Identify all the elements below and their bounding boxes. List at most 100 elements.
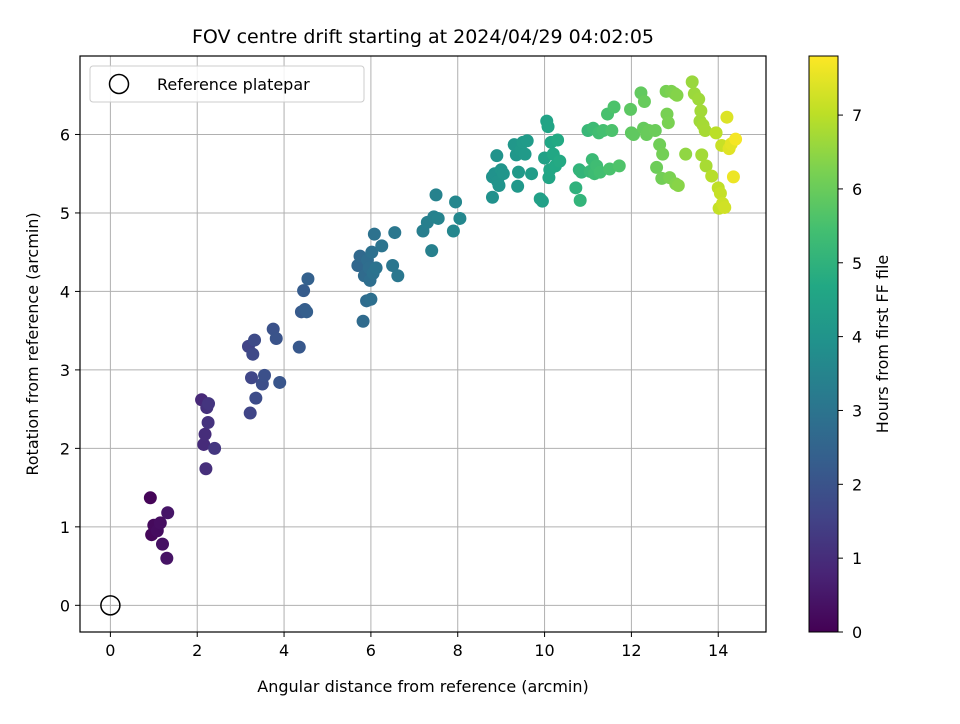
colorbar-tick-label: 3 xyxy=(852,401,862,420)
data-point xyxy=(520,134,534,148)
data-point xyxy=(679,147,693,161)
data-point xyxy=(692,92,706,106)
colorbar-tick-label: 2 xyxy=(852,475,862,494)
y-tick-label: 0 xyxy=(60,596,70,615)
data-point xyxy=(485,190,499,204)
data-point xyxy=(246,347,260,361)
data-point xyxy=(496,167,510,181)
data-point xyxy=(541,120,555,134)
data-point xyxy=(356,314,370,328)
data-point xyxy=(699,159,713,173)
data-point xyxy=(648,124,662,138)
y-tick-label: 5 xyxy=(60,204,70,223)
colorbar-ticks: 0 1 2 3 4 5 6 7 xyxy=(838,106,862,642)
data-point xyxy=(720,110,734,124)
data-point xyxy=(201,415,215,429)
colorbar-tick-label: 7 xyxy=(852,106,862,125)
y-axis-label: Rotation from reference (arcmin) xyxy=(23,212,42,475)
legend-box xyxy=(89,65,365,103)
data-point xyxy=(273,375,287,389)
data-point xyxy=(705,169,719,183)
data-point xyxy=(512,165,526,179)
data-point xyxy=(391,269,405,283)
data-point xyxy=(607,100,621,114)
data-point xyxy=(425,244,439,258)
data-point xyxy=(726,170,740,184)
data-point xyxy=(249,391,263,405)
colorbar-tick-label: 6 xyxy=(852,180,862,199)
data-point xyxy=(449,195,463,209)
data-point xyxy=(375,239,389,253)
colorbar-label: Hours from first FF file xyxy=(873,255,892,434)
x-tick-label: 0 xyxy=(105,641,115,660)
data-point xyxy=(709,126,723,140)
data-point xyxy=(650,160,664,174)
data-point xyxy=(490,149,504,163)
x-tick-label: 6 xyxy=(366,641,376,660)
data-point xyxy=(698,124,712,138)
data-point xyxy=(245,371,258,385)
legend-marker-reference xyxy=(108,73,130,95)
data-point xyxy=(713,186,727,200)
data-points xyxy=(143,75,743,565)
x-tick-label: 2 xyxy=(192,641,202,660)
data-point xyxy=(258,368,272,382)
reference-platepar-marker xyxy=(100,595,121,616)
x-tick-label: 4 xyxy=(279,641,289,660)
data-point xyxy=(369,261,383,275)
data-point xyxy=(297,284,311,298)
data-point xyxy=(624,102,638,116)
data-point xyxy=(364,292,378,306)
plot-frame xyxy=(79,55,767,633)
x-tick-label: 8 xyxy=(453,641,463,660)
data-point xyxy=(661,116,675,130)
y-tick-label: 1 xyxy=(60,518,70,537)
data-point xyxy=(446,224,460,238)
data-point xyxy=(525,167,539,181)
legend-label: Reference platepar xyxy=(157,75,310,94)
data-point xyxy=(627,127,641,141)
data-point xyxy=(269,332,283,346)
colorbar-tick-label: 4 xyxy=(852,328,862,347)
data-point xyxy=(431,211,445,225)
data-point xyxy=(573,193,587,207)
data-point xyxy=(292,340,306,354)
colorbar-tick-label: 5 xyxy=(852,254,862,273)
data-point xyxy=(365,245,379,259)
data-point xyxy=(208,441,222,455)
data-point xyxy=(612,159,626,173)
colorbar-tick-label: 0 xyxy=(852,623,862,642)
data-point xyxy=(199,462,213,476)
data-point xyxy=(243,406,257,420)
data-point xyxy=(386,259,400,273)
data-point xyxy=(453,211,467,225)
data-point xyxy=(300,305,314,319)
data-point xyxy=(535,194,549,208)
data-point xyxy=(656,147,670,161)
data-point xyxy=(718,200,732,214)
plot-axes xyxy=(79,55,767,633)
colorbar: 0 1 2 3 4 5 6 7 Hours from first FF file xyxy=(808,55,892,642)
legend: Reference platepar xyxy=(89,65,365,103)
data-point xyxy=(388,226,402,240)
x-tick-label: 12 xyxy=(621,641,641,660)
data-point xyxy=(143,491,157,505)
data-point xyxy=(155,537,169,551)
x-axis-label: Angular distance from reference (arcmin) xyxy=(257,677,588,696)
data-point xyxy=(551,133,565,147)
x-tick-label: 14 xyxy=(708,641,728,660)
data-point xyxy=(694,104,708,118)
data-point xyxy=(202,397,216,411)
data-point xyxy=(161,506,175,520)
data-point xyxy=(301,272,315,286)
data-point xyxy=(671,178,685,192)
y-tick-label: 4 xyxy=(60,282,70,301)
data-point xyxy=(518,147,532,161)
data-point xyxy=(429,188,443,202)
data-point xyxy=(605,124,619,138)
data-point xyxy=(685,75,699,89)
data-point xyxy=(367,227,381,241)
